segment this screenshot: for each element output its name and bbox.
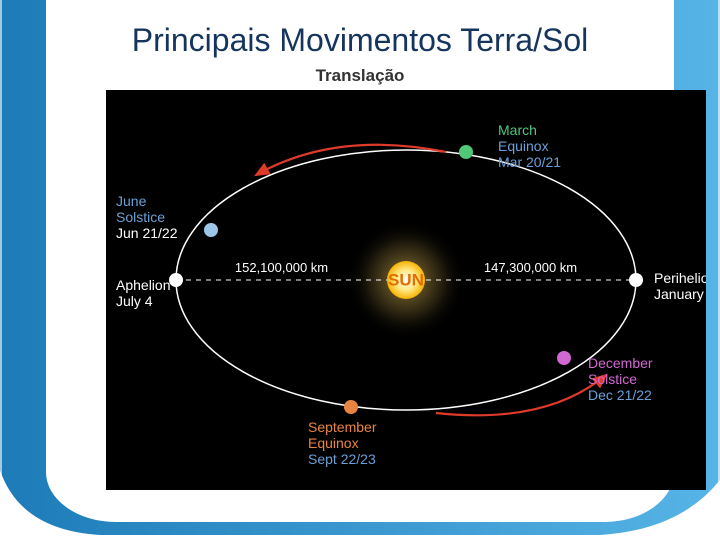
orbit-svg: SUN 152,100,000 km 147,300,000 km MarchE… — [106, 90, 706, 490]
distance-perihelion-label: 147,300,000 km — [484, 260, 577, 275]
label-perihelion: PerihelionJanuary 3 — [654, 270, 706, 302]
slide-subtitle: Translação — [46, 66, 674, 86]
point-sept — [344, 400, 358, 414]
point-aphelion — [169, 273, 183, 287]
sun-label: SUN — [388, 270, 424, 289]
point-june — [204, 223, 218, 237]
distance-aphelion-label: 152,100,000 km — [235, 260, 328, 275]
slide-title: Principais Movimentos Terra/Sol — [46, 22, 674, 59]
point-perihelion — [629, 273, 643, 287]
slide-inner-panel: Principais Movimentos Terra/Sol Translaç… — [46, 0, 674, 522]
point-march — [459, 145, 473, 159]
orbit-diagram: SUN 152,100,000 km 147,300,000 km MarchE… — [106, 90, 706, 490]
point-dec — [557, 351, 571, 365]
